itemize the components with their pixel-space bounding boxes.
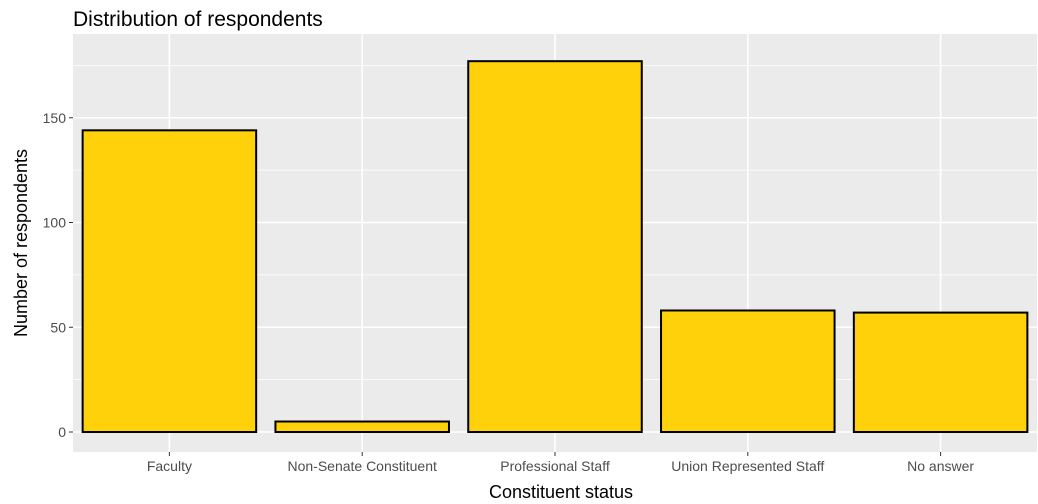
x-axis-title: Constituent status: [489, 482, 633, 502]
y-tick-label: 50: [50, 319, 66, 335]
bar: [81, 129, 258, 433]
x-tick-label: Professional Staff: [500, 458, 610, 474]
x-tick-label: Faculty: [147, 458, 192, 474]
bar: [852, 311, 1029, 433]
bar: [660, 309, 836, 433]
x-axis: Faculty Non-Senate Constituent Professiona…: [147, 452, 974, 474]
y-tick-label: 0: [58, 424, 66, 440]
x-tick-label: Union Represented Staff: [671, 458, 824, 474]
bars-group: [81, 60, 1029, 434]
y-tick-label: 150: [43, 110, 67, 126]
chart-title: Distribution of respondents: [73, 8, 323, 31]
y-axis-title: Number of respondents: [11, 149, 31, 337]
x-tick-label: No answer: [907, 458, 974, 474]
x-tick-label: Non-Senate Constituent: [287, 458, 437, 474]
bar: [467, 60, 643, 434]
bar: [274, 420, 450, 433]
y-axis: 0 50 100 150: [43, 110, 73, 440]
y-tick-label: 100: [43, 215, 67, 231]
